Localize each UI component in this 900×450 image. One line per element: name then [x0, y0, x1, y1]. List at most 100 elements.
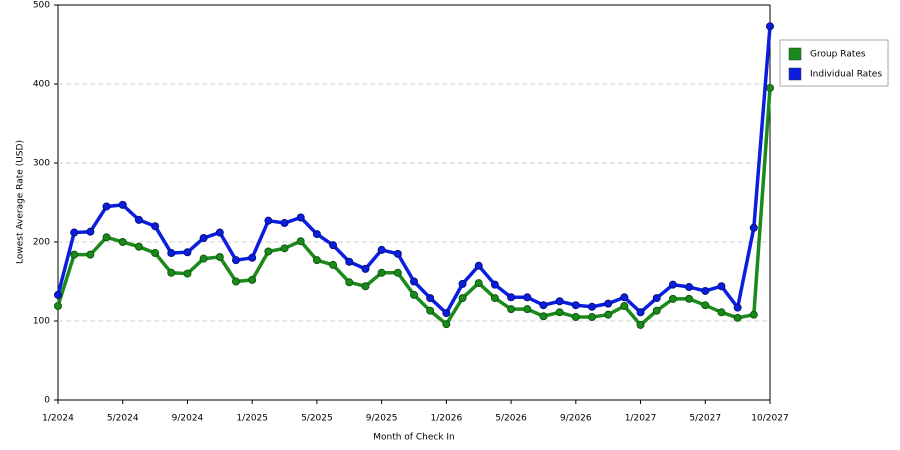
plot-frame: [57, 4, 771, 401]
data-point: [588, 302, 596, 311]
data-point: [102, 202, 111, 211]
data-point: [215, 253, 224, 262]
y-tick-label: 100: [33, 317, 50, 327]
data-point: [555, 308, 564, 317]
data-point: [70, 250, 79, 259]
data-point: [232, 256, 240, 265]
data-point: [636, 308, 645, 317]
data-point: [264, 216, 273, 225]
data-point: [248, 275, 257, 284]
data-point: [151, 222, 160, 231]
data-point: [507, 293, 516, 302]
legend-label: Group Rates: [810, 50, 866, 60]
data-point: [620, 301, 629, 310]
data-point: [652, 294, 661, 303]
data-point: [749, 223, 758, 232]
data-point: [426, 294, 435, 303]
data-point: [393, 268, 402, 277]
x-tick-label: 5/2027: [689, 414, 721, 424]
data-point: [264, 247, 273, 256]
data-point: [54, 301, 62, 310]
data-point: [733, 313, 742, 322]
data-point: [636, 320, 645, 329]
y-tick-label: 400: [33, 80, 50, 90]
data-point: [620, 293, 629, 302]
x-tick-label: 9/2025: [366, 414, 398, 424]
data-point: [393, 249, 402, 258]
data-point: [523, 305, 532, 314]
data-point: [280, 219, 289, 228]
data-point: [167, 249, 176, 258]
data-point: [134, 242, 143, 251]
series-line: [56, 26, 772, 315]
data-point: [749, 310, 758, 319]
data-point: [685, 283, 694, 292]
data-point: [668, 280, 677, 289]
x-tick-label: 1/2027: [625, 414, 657, 424]
x-tick-label: 5/2024: [107, 414, 139, 424]
data-point: [86, 250, 95, 259]
legend-label: Individual Rates: [810, 70, 882, 80]
data-point: [280, 244, 289, 253]
data-point: [523, 293, 532, 302]
data-point: [377, 268, 386, 277]
data-point: [507, 305, 516, 314]
data-point: [361, 264, 370, 273]
data-point: [345, 257, 354, 266]
x-tick-label: 9/2026: [560, 414, 592, 424]
data-point: [199, 254, 208, 263]
data-point: [361, 282, 370, 291]
data-point: [183, 248, 192, 257]
data-point: [571, 301, 580, 310]
data-point: [458, 294, 467, 303]
data-point: [701, 301, 710, 310]
data-point: [296, 213, 305, 222]
data-point: [102, 233, 111, 242]
data-point: [345, 278, 354, 287]
data-point: [377, 245, 386, 254]
legend-swatch: [788, 67, 802, 81]
x-tick-label: 1/2025: [236, 414, 268, 424]
data-point: [717, 308, 726, 317]
y-tick-label: 200: [33, 238, 50, 248]
data-point: [183, 269, 192, 278]
x-axis-title: Month of Check In: [373, 433, 455, 443]
data-point: [167, 268, 176, 277]
data-point: [134, 215, 143, 224]
data-point: [86, 227, 95, 236]
legend-swatch: [788, 47, 802, 61]
data-point: [490, 294, 499, 303]
y-tick-label: 0: [44, 396, 50, 406]
data-point: [539, 301, 548, 310]
x-tick-label: 1/2026: [431, 414, 463, 424]
y-axis-title: Lowest Average Rate (USD): [16, 140, 26, 264]
data-point: [232, 277, 240, 286]
data-point: [329, 241, 338, 250]
y-tick-label: 500: [33, 1, 50, 11]
data-point: [474, 261, 483, 270]
data-point: [668, 294, 677, 303]
y-tick-label: 300: [33, 159, 50, 169]
data-point: [539, 312, 548, 321]
x-tick-label: 10/2027: [751, 414, 788, 424]
data-point: [312, 256, 321, 265]
data-point: [733, 303, 742, 312]
data-point: [717, 282, 726, 291]
data-point: [604, 310, 613, 319]
data-point: [215, 228, 224, 237]
data-point: [766, 83, 774, 92]
data-point: [199, 234, 208, 243]
data-point: [685, 294, 694, 303]
x-tick-label: 1/2024: [42, 414, 74, 424]
data-point: [118, 200, 127, 209]
x-tick-label: 5/2025: [301, 414, 333, 424]
data-point: [458, 279, 467, 288]
x-tick-label: 9/2024: [172, 414, 204, 424]
data-point: [118, 238, 127, 246]
data-point: [555, 297, 564, 306]
data-point: [490, 280, 499, 289]
data-point: [474, 279, 483, 288]
data-point: [329, 260, 338, 269]
data-point: [248, 253, 257, 262]
